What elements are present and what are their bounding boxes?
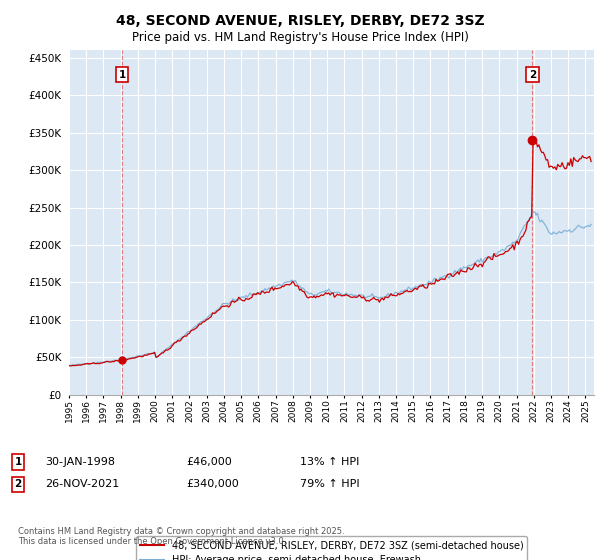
Text: 1: 1 — [14, 457, 22, 467]
Text: 2: 2 — [14, 479, 22, 489]
Text: 79% ↑ HPI: 79% ↑ HPI — [300, 479, 359, 489]
Text: £46,000: £46,000 — [186, 457, 232, 467]
Text: Price paid vs. HM Land Registry's House Price Index (HPI): Price paid vs. HM Land Registry's House … — [131, 31, 469, 44]
Text: 13% ↑ HPI: 13% ↑ HPI — [300, 457, 359, 467]
Text: 2: 2 — [529, 69, 536, 80]
Text: 1: 1 — [118, 69, 125, 80]
Text: 26-NOV-2021: 26-NOV-2021 — [45, 479, 119, 489]
Text: Contains HM Land Registry data © Crown copyright and database right 2025.
This d: Contains HM Land Registry data © Crown c… — [18, 526, 344, 546]
Legend: 48, SECOND AVENUE, RISLEY, DERBY, DE72 3SZ (semi-detached house), HPI: Average p: 48, SECOND AVENUE, RISLEY, DERBY, DE72 3… — [136, 536, 527, 560]
Text: 48, SECOND AVENUE, RISLEY, DERBY, DE72 3SZ: 48, SECOND AVENUE, RISLEY, DERBY, DE72 3… — [116, 14, 484, 28]
Text: 30-JAN-1998: 30-JAN-1998 — [45, 457, 115, 467]
Text: £340,000: £340,000 — [186, 479, 239, 489]
